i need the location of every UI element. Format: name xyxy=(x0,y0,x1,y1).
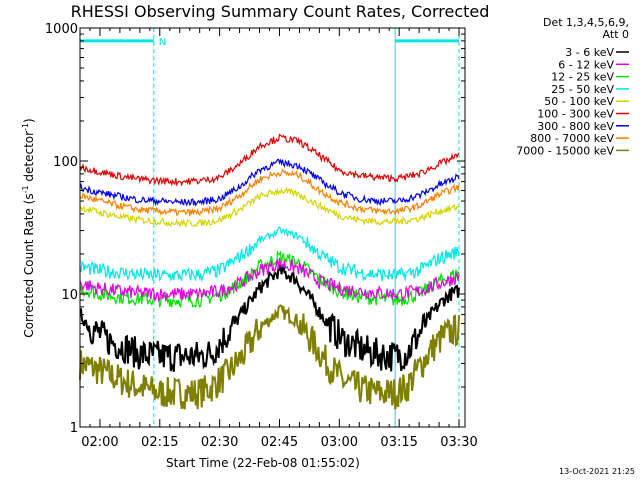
y-tick-label: 100 xyxy=(53,155,78,170)
legend-label: 3 - 6 keV xyxy=(565,46,614,59)
legend-label: 25 - 50 keV xyxy=(551,83,614,96)
legend-label: 800 - 7000 keV xyxy=(530,132,614,145)
chart-title: RHESSI Observing Summary Count Rates, Co… xyxy=(71,2,490,21)
x-axis-label: Start Time (22-Feb-08 01:55:02) xyxy=(166,456,360,470)
y-tick-label: 10 xyxy=(61,288,78,303)
series-100-300-kev xyxy=(79,133,460,187)
y-axis-label-mid: detector xyxy=(22,131,36,186)
x-tick-label: 03:15 xyxy=(380,435,417,450)
legend-label: 50 - 100 keV xyxy=(544,95,614,108)
x-tick-label: 02:15 xyxy=(141,435,178,450)
y-axis-label-sup2: -1 xyxy=(21,123,30,131)
y-axis-label: Corrected Count Rate (s-1 detector-1) xyxy=(21,118,36,337)
series-50-100-kev xyxy=(79,187,460,229)
series-25-50-kev xyxy=(79,226,460,283)
y-tick-label: 1000 xyxy=(45,22,78,37)
legend-label: 300 - 800 keV xyxy=(537,120,614,133)
series-300-800-kev xyxy=(79,158,460,207)
legend-label: 12 - 25 keV xyxy=(551,71,614,84)
series-6-12-kev xyxy=(79,257,460,303)
y-axis-label-sup1: -1 xyxy=(21,185,30,193)
series-800-7000-kev xyxy=(79,168,460,217)
x-tick-label: 03:00 xyxy=(321,435,358,450)
night-label: N xyxy=(159,37,166,48)
x-tick-label: 03:30 xyxy=(440,435,477,450)
y-axis-label-end: ) xyxy=(22,118,36,123)
x-axis: 02:00 02:15 02:30 02:45 03:00 03:15 03:30 xyxy=(79,28,478,450)
legend-label: 6 - 12 keV xyxy=(558,58,614,71)
x-tick-label: 02:45 xyxy=(261,435,298,450)
y-axis: 1 10 100 1000 xyxy=(45,22,465,436)
plot-frame xyxy=(79,27,466,428)
x-tick-label: 02:30 xyxy=(201,435,238,450)
timestamp: 13-Oct-2021 21:25 xyxy=(559,467,635,476)
attenuator-label: Att 0 xyxy=(603,28,629,41)
plot-area: N xyxy=(79,28,460,427)
legend-label: 100 - 300 keV xyxy=(537,108,614,121)
series-3-6-kev xyxy=(79,262,460,372)
y-tick-label: 1 xyxy=(70,421,78,436)
legend-label: 7000 - 15000 keV xyxy=(516,144,614,157)
detector-label: Det 1,3,4,5,6,9, xyxy=(543,16,629,29)
series-7000-15000-kev xyxy=(79,304,460,410)
x-tick-label: 02:00 xyxy=(81,435,118,450)
y-axis-label-start: Corrected Count Rate (s xyxy=(22,193,36,337)
